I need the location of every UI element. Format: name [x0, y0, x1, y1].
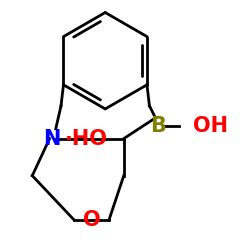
- Text: N: N: [44, 128, 61, 148]
- Text: B: B: [150, 116, 166, 136]
- Text: ·HO: ·HO: [64, 128, 107, 148]
- Text: OH: OH: [193, 116, 228, 136]
- Text: O: O: [83, 210, 100, 230]
